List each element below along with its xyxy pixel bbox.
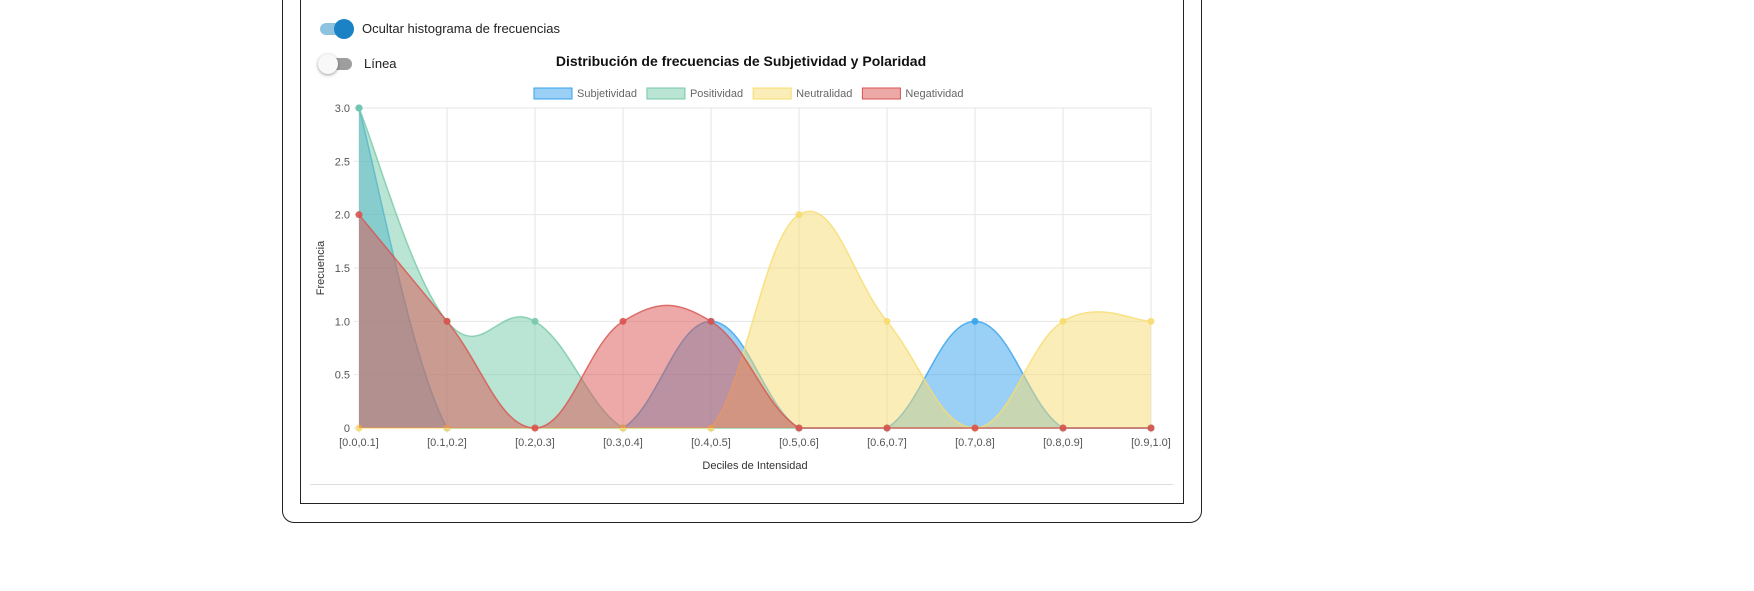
x-tick-label: [0.2,0.3] (515, 437, 555, 449)
data-point (619, 317, 627, 325)
data-point (1147, 317, 1155, 325)
legend-label: Neutralidad (796, 88, 852, 100)
toggle-switch-on[interactable] (320, 18, 354, 39)
y-tick-label: 2.5 (335, 156, 350, 168)
data-point (795, 424, 803, 432)
line-toggle[interactable]: Línea (318, 53, 397, 74)
legend-swatch (861, 87, 901, 100)
y-tick-label: 3.0 (335, 103, 350, 115)
line-label: Línea (364, 56, 397, 71)
area-neutralidad (359, 211, 1151, 428)
data-point (707, 317, 715, 325)
x-tick-label: [0.5,0.6] (779, 437, 819, 449)
x-tick-label: [0.4,0.5] (691, 437, 731, 449)
area-positividad (359, 108, 1151, 428)
hide-histogram-label: Ocultar histograma de frecuencias (362, 21, 560, 36)
data-point (883, 317, 891, 325)
legend-label: Negatividad (905, 88, 963, 100)
toggle-switch-off[interactable] (318, 53, 352, 74)
chart-card (300, 0, 1184, 504)
x-tick-label: [0.8,0.9] (1043, 437, 1083, 449)
data-point (531, 317, 539, 325)
outer-frame (282, 0, 1202, 523)
y-axis-label: Frecuencia (315, 240, 327, 295)
data-point (971, 317, 979, 325)
x-tick-label: [0.0,0.1] (339, 437, 379, 449)
legend-swatch (533, 87, 573, 100)
chart-title: Distribución de frecuencias de Subjetivi… (556, 53, 926, 69)
x-tick-label: [0.9,1.0] (1131, 437, 1171, 449)
area-subjetividad (359, 108, 1151, 428)
data-point (971, 424, 979, 432)
y-tick-label: 0 (344, 423, 350, 435)
hide-histogram-toggle[interactable]: Ocultar histograma de frecuencias (320, 18, 560, 39)
x-tick-label: [0.1,0.2] (427, 437, 467, 449)
legend-label: Positividad (690, 88, 743, 100)
data-point (355, 104, 363, 112)
area-negatividad (359, 214, 1151, 428)
x-tick-label: [0.7,0.8] (955, 437, 995, 449)
legend-label: Subjetividad (577, 88, 637, 100)
line-negatividad (358, 214, 1151, 429)
y-tick-label: 1.5 (335, 263, 350, 275)
divider (310, 484, 1173, 485)
legend-swatch (646, 87, 686, 100)
data-point (883, 424, 891, 432)
y-tick-label: 0.5 (335, 370, 350, 382)
y-tick-label: 1.0 (335, 316, 350, 328)
x-axis-label: Deciles de Intensidad (702, 460, 807, 472)
x-tick-label: [0.3,0.4] (603, 437, 643, 449)
data-point (531, 424, 539, 432)
data-point (1059, 317, 1067, 325)
data-point (355, 211, 363, 219)
data-point (1059, 424, 1067, 432)
x-tick-label: [0.6,0.7] (867, 437, 907, 449)
legend-swatch (752, 87, 792, 100)
data-point (1147, 424, 1155, 432)
y-tick-label: 2.0 (335, 210, 350, 222)
data-point (795, 211, 803, 219)
data-point (443, 317, 451, 325)
